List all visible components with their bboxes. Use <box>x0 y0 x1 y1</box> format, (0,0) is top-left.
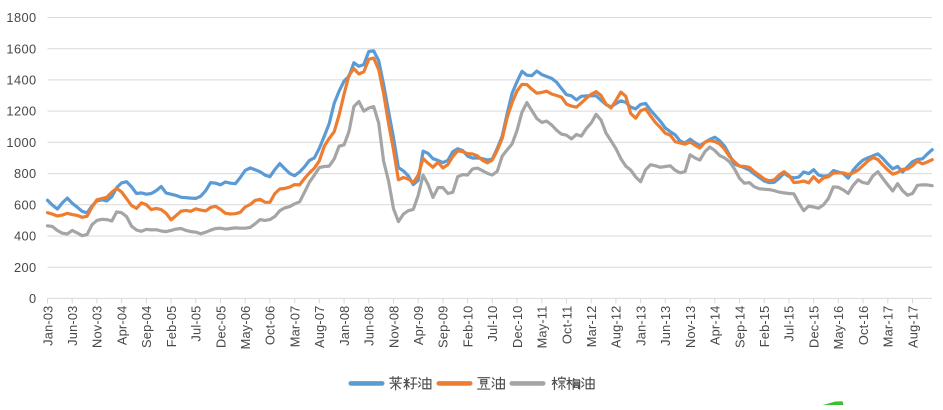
svg-text:Jun-08: Jun-08 <box>362 306 377 346</box>
svg-text:Oct-06: Oct-06 <box>263 306 278 346</box>
svg-text:1400: 1400 <box>6 73 36 88</box>
svg-text:Sep-09: Sep-09 <box>436 306 451 348</box>
svg-text:1000: 1000 <box>6 135 36 150</box>
svg-text:Mar-17: Mar-17 <box>881 306 896 348</box>
svg-text:600: 600 <box>14 197 37 212</box>
svg-text:1200: 1200 <box>6 104 36 119</box>
svg-text:Jul-15: Jul-15 <box>782 306 797 342</box>
svg-text:400: 400 <box>14 229 37 244</box>
svg-text:Nov-08: Nov-08 <box>386 306 401 348</box>
svg-text:May-11: May-11 <box>535 306 550 349</box>
svg-text:Jun-13: Jun-13 <box>658 306 673 346</box>
svg-text:Nov-13: Nov-13 <box>683 306 698 348</box>
svg-text:Oct-16: Oct-16 <box>856 306 871 346</box>
svg-text:Nov-03: Nov-03 <box>90 306 105 348</box>
svg-text:Apr-04: Apr-04 <box>114 306 129 346</box>
svg-text:Aug-12: Aug-12 <box>609 306 624 348</box>
svg-text:Mar-07: Mar-07 <box>287 306 302 348</box>
svg-text:Mar-12: Mar-12 <box>584 306 599 348</box>
svg-text:Sep-14: Sep-14 <box>732 306 747 348</box>
svg-text:Jan-13: Jan-13 <box>633 306 648 346</box>
svg-text:Feb-05: Feb-05 <box>164 306 179 348</box>
svg-text:Jan-08: Jan-08 <box>337 306 352 346</box>
svg-text:Feb-10: Feb-10 <box>460 306 475 348</box>
svg-text:200: 200 <box>14 260 37 275</box>
svg-text:May-06: May-06 <box>238 306 253 350</box>
svg-text:1600: 1600 <box>6 41 36 56</box>
svg-text:Oct-11: Oct-11 <box>559 306 574 345</box>
svg-text:1800: 1800 <box>6 10 36 25</box>
svg-text:Jul-10: Jul-10 <box>485 305 500 341</box>
svg-text:May-16: May-16 <box>831 306 846 350</box>
svg-text:Dec-10: Dec-10 <box>510 306 525 348</box>
svg-text:Apr-09: Apr-09 <box>411 306 426 346</box>
svg-text:Feb-15: Feb-15 <box>757 306 772 348</box>
svg-text:800: 800 <box>14 166 37 181</box>
svg-text:0: 0 <box>29 291 37 306</box>
svg-text:Dec-15: Dec-15 <box>806 306 821 348</box>
svg-text:Sep-04: Sep-04 <box>139 306 154 348</box>
svg-text:Aug-17: Aug-17 <box>905 306 920 348</box>
svg-text:Jan-03: Jan-03 <box>40 306 55 346</box>
svg-text:Apr-14: Apr-14 <box>708 306 723 346</box>
svg-text:Jun-03: Jun-03 <box>65 306 80 346</box>
svg-text:Dec-05: Dec-05 <box>213 306 228 348</box>
svg-text:Aug-07: Aug-07 <box>312 306 327 348</box>
svg-text:Jul-05: Jul-05 <box>189 306 204 342</box>
